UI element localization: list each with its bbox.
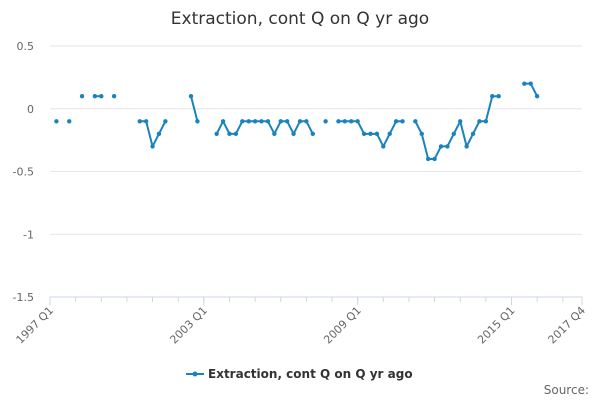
y-tick-label: 0 [27, 103, 34, 116]
x-tick-label: 2003 Q1 [167, 304, 210, 347]
data-point [445, 144, 450, 149]
data-point [419, 131, 424, 137]
data-point [432, 156, 437, 162]
series-line [139, 120, 167, 148]
data-point [393, 119, 399, 124]
data-point [259, 119, 264, 124]
data-point [522, 81, 527, 86]
source-credit[interactable]: Source: [544, 383, 589, 397]
legend[interactable]: Extraction, cont Q on Q yr ago [186, 367, 413, 381]
series-line [190, 95, 199, 122]
data-point [374, 131, 380, 137]
data-point [381, 144, 386, 149]
data-point [150, 144, 155, 149]
x-tick-label: 2017 Q4 [546, 304, 589, 347]
data-point [464, 144, 469, 149]
data-point [214, 131, 219, 137]
data-point [310, 131, 315, 137]
y-tick-label: 0.5 [17, 40, 35, 53]
data-point [349, 119, 354, 124]
data-point [79, 94, 85, 99]
data-point [477, 119, 482, 124]
data-point [323, 119, 328, 124]
data-point [368, 131, 373, 137]
series-line [215, 120, 314, 135]
x-tick-label: 2009 Q1 [321, 304, 364, 347]
series-layer [54, 81, 540, 162]
data-point [336, 119, 341, 124]
data-point [528, 81, 533, 86]
data-point [240, 119, 245, 124]
data-point [233, 131, 239, 137]
data-point [425, 156, 431, 162]
data-point [252, 119, 258, 124]
gridlines [50, 45, 582, 298]
data-point [143, 119, 149, 124]
y-tick-label: -0.5 [13, 166, 34, 179]
data-point [342, 119, 348, 124]
x-tick-label: 2015 Q1 [475, 304, 518, 347]
y-tick-label: -1.5 [13, 291, 34, 304]
data-point [304, 119, 309, 124]
data-point [387, 131, 392, 137]
legend-label: Extraction, cont Q on Q yr ago [208, 367, 413, 381]
data-point [220, 119, 226, 124]
series-line [414, 95, 499, 160]
data-point [496, 94, 501, 99]
data-point [291, 131, 296, 137]
data-point [272, 131, 277, 137]
data-point [490, 94, 495, 99]
data-point [156, 131, 162, 137]
data-point [400, 119, 405, 124]
data-point [470, 131, 476, 137]
data-point [163, 119, 168, 124]
data-point [99, 94, 104, 99]
data-point [67, 119, 72, 124]
data-point [195, 119, 200, 124]
data-point [92, 94, 98, 99]
data-point [54, 119, 59, 124]
data-point [458, 119, 463, 124]
data-point [297, 119, 303, 124]
chart-title: Extraction, cont Q on Q yr ago [171, 9, 429, 29]
data-point [246, 119, 251, 124]
legend-marker-swatch [192, 371, 198, 377]
data-point [111, 94, 117, 99]
data-point [188, 94, 194, 99]
data-point [137, 119, 142, 124]
data-point [355, 119, 360, 124]
x-tick-label: 1997 Q1 [14, 304, 57, 347]
data-point [438, 144, 444, 149]
data-point [534, 94, 540, 99]
data-point [451, 131, 457, 137]
data-point [483, 119, 489, 124]
data-point [265, 119, 271, 124]
data-point [361, 131, 367, 137]
data-point [413, 119, 418, 124]
data-point [284, 119, 290, 124]
y-tick-label: -1 [23, 228, 34, 241]
data-point [278, 119, 283, 124]
data-point [227, 131, 232, 137]
